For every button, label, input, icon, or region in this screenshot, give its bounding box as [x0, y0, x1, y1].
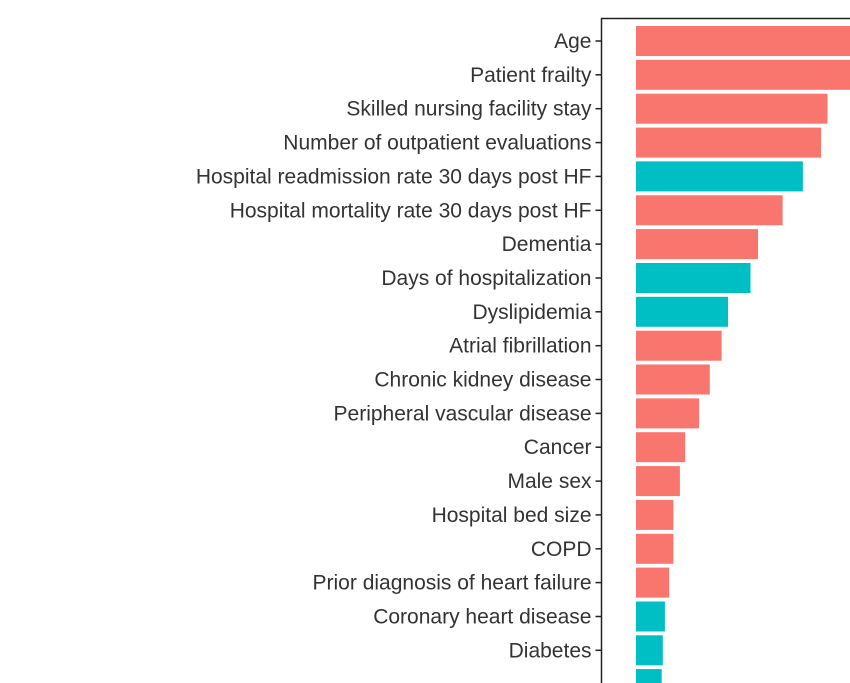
tick-label-cancer: Cancer	[524, 436, 592, 459]
bars-group	[636, 26, 850, 683]
bar-coronary-heart-disease	[636, 601, 665, 632]
bar-hospital-mortality-rate-30-days-post-hf	[636, 195, 783, 226]
bar-number-of-outpatient-evaluations	[636, 127, 822, 158]
bar-peripheral-vascular-disease	[636, 398, 700, 429]
bar-dementia	[636, 229, 758, 260]
bar-copd	[636, 533, 674, 564]
tick-label-hospital-readmission-rate-30-days-post-hf: Hospital readmission rate 30 days post H…	[196, 165, 592, 188]
tick-label-patient-frailty: Patient frailty	[470, 64, 592, 87]
bar-diabetes	[636, 635, 663, 666]
tick-label-hospital-bed-size: Hospital bed size	[432, 504, 592, 527]
tick-label-male-sex: Male sex	[507, 470, 592, 493]
tick-label-prior-diagnosis-of-heart-failure: Prior diagnosis of heart failure	[313, 572, 592, 595]
bar-cancer	[636, 432, 686, 463]
tick-label-copd: COPD	[531, 538, 592, 561]
tick-label-dementia: Dementia	[502, 233, 592, 256]
bar-male-sex	[636, 466, 680, 497]
bar-hospital-readmission-rate-30-days-post-hf	[636, 161, 803, 192]
tick-label-hospital-mortality-rate-30-days-post-hf: Hospital mortality rate 30 days post HF	[230, 199, 592, 222]
tick-label-dyslipidemia: Dyslipidemia	[472, 301, 591, 324]
tick-label-atrial-fibrillation: Atrial fibrillation	[449, 335, 591, 358]
tick-label-peripheral-vascular-disease: Peripheral vascular disease	[334, 402, 592, 425]
tick-label-chronic-kidney-disease: Chronic kidney disease	[374, 369, 591, 392]
y-axis-labels: Age Patient frailty Skilled nursing facili…	[196, 30, 592, 662]
bar-chronic-kidney-disease	[636, 364, 710, 395]
y-axis-ticks	[595, 40, 602, 652]
bar-days-of-hospitalization	[636, 263, 751, 293]
tick-label-coronary-heart-disease: Coronary heart disease	[373, 606, 591, 629]
bar-dyslipidemia	[636, 296, 728, 327]
bar-atrial-fibrillation	[636, 330, 722, 361]
tick-label-skilled-nursing-facility-stay: Skilled nursing facility stay	[346, 98, 592, 121]
tick-label-number-of-outpatient-evaluations: Number of outpatient evaluations	[283, 132, 591, 155]
bar-skilled-nursing-facility-stay	[636, 93, 828, 124]
tick-label-days-of-hospitalization: Days of hospitalization	[381, 267, 591, 290]
bar-age	[636, 26, 850, 56]
bar-cropped-offscreen	[636, 669, 662, 683]
bar-patient-frailty	[636, 59, 850, 90]
tick-label-age: Age	[554, 30, 591, 53]
tick-label-diabetes: Diabetes	[509, 639, 592, 662]
bar-hospital-bed-size	[636, 499, 674, 530]
bar-prior-diagnosis-of-heart-failure	[636, 567, 670, 598]
